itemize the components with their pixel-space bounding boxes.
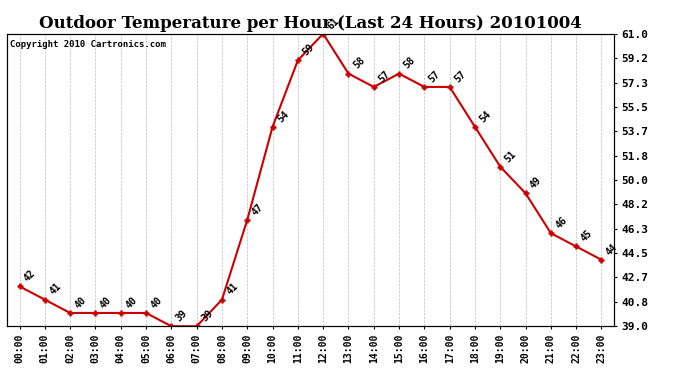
Text: 41: 41: [225, 282, 240, 297]
Text: 39: 39: [174, 308, 190, 324]
Text: 58: 58: [402, 56, 417, 71]
Text: 45: 45: [579, 228, 594, 244]
Text: 40: 40: [73, 295, 88, 310]
Text: 59: 59: [301, 42, 316, 58]
Text: 40: 40: [124, 295, 139, 310]
Text: 57: 57: [453, 69, 468, 84]
Text: 57: 57: [377, 69, 392, 84]
Text: 54: 54: [477, 109, 493, 124]
Text: 57: 57: [427, 69, 442, 84]
Text: 44: 44: [604, 242, 620, 257]
Text: 51: 51: [503, 148, 518, 164]
Text: 58: 58: [351, 56, 366, 71]
Text: 39: 39: [199, 308, 215, 324]
Text: 42: 42: [22, 268, 38, 284]
Text: 49: 49: [529, 175, 544, 190]
Text: 40: 40: [149, 295, 164, 310]
Text: 40: 40: [98, 295, 114, 310]
Text: 46: 46: [553, 215, 569, 230]
Text: Copyright 2010 Cartronics.com: Copyright 2010 Cartronics.com: [10, 40, 166, 49]
Text: 54: 54: [275, 109, 290, 124]
Title: Outdoor Temperature per Hour (Last 24 Hours) 20101004: Outdoor Temperature per Hour (Last 24 Ho…: [39, 15, 582, 32]
Text: 41: 41: [48, 282, 63, 297]
Text: 61: 61: [326, 16, 342, 31]
Text: 47: 47: [250, 202, 266, 217]
